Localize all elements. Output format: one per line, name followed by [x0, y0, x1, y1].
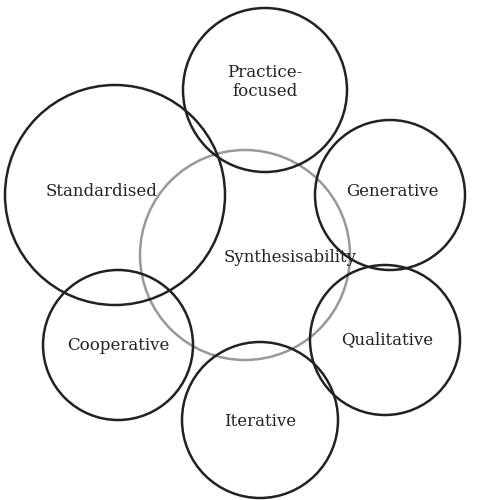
Text: Iterative: Iterative — [224, 414, 296, 430]
Text: Standardised: Standardised — [46, 184, 158, 200]
Text: Synthesisability: Synthesisability — [223, 250, 356, 266]
Text: Cooperative: Cooperative — [67, 336, 169, 353]
Text: Qualitative: Qualitative — [341, 332, 433, 348]
Text: Practice-
focused: Practice- focused — [227, 64, 302, 100]
Text: Generative: Generative — [346, 184, 438, 200]
